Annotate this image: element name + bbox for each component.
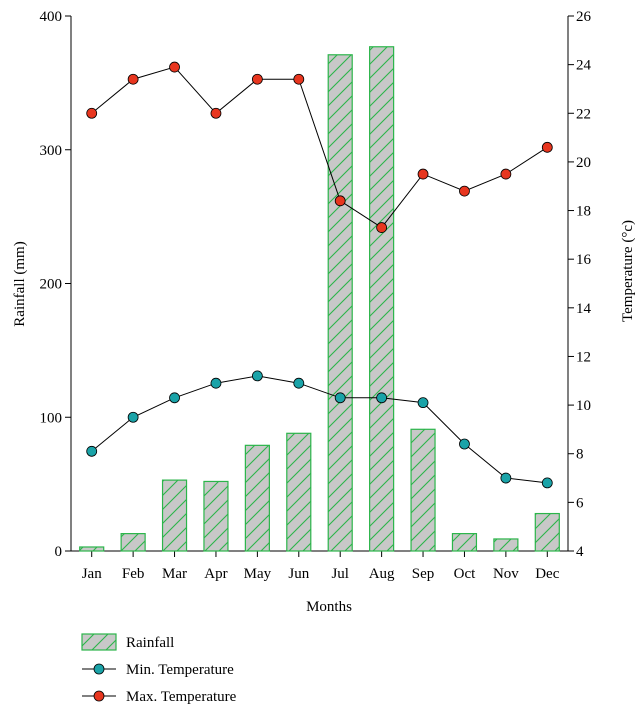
y-tick-label: 0 [55,544,63,560]
legend-label: Rainfall [126,635,174,651]
min-temperaturepoint [86,445,98,457]
rainfall-bar [451,533,478,552]
max-temperaturepoint [127,73,139,85]
min-temperaturepoint [251,370,263,382]
min-temperaturepoint [127,411,139,423]
rainfall-bar [161,479,188,552]
min-temperaturepoint [334,392,346,404]
x-tick-label: Mar [162,566,187,582]
rainfall-bar [286,432,312,552]
axes [65,15,574,557]
rainfall-bar [327,54,353,552]
legend-label: Max. Temperature [126,689,237,705]
max-temperaturepoint [417,168,429,180]
legend: Rainfall Min. Temperature Max. Temperature [81,633,237,705]
x-tick-label: Oct [454,566,476,582]
temperature-lines [86,61,553,489]
x-tick-label: Dec [535,566,559,582]
y2-tick-label: 6 [576,495,584,511]
legend-marker [93,663,105,675]
max-temperaturepoint [376,222,388,233]
rainfall-bars [79,46,560,552]
y2-tick-label: 10 [576,398,591,414]
rainfall-bar [120,533,146,552]
rainfall-bar [369,46,395,552]
y-axis-title: Rainfall (mm) [12,241,28,326]
x-tick-label: Apr [204,566,227,582]
max-temperaturepoint [86,107,98,119]
y2-tick-label: 22 [576,106,591,122]
x-tick-label: Feb [122,566,145,582]
max-temperaturepoint [210,107,222,119]
x-tick-label: Jul [331,566,349,582]
max-temperaturepoint [334,195,346,207]
legend-marker [93,690,105,702]
rainfall-bar [410,428,436,552]
legend-label: Min. Temperature [126,662,234,678]
min-temperaturepoint [376,392,388,404]
legend-item: Rainfall [81,633,174,651]
max-temperaturepoint [251,73,263,85]
y-tick-label: 300 [40,143,63,159]
x-tick-label: Nov [493,566,519,582]
y2-tick-label: 24 [576,58,592,74]
max-temperatureline [91,66,548,229]
y-tick-label: 100 [40,410,63,426]
y2-tick-label: 4 [576,544,584,560]
y2-tick-label: 12 [576,349,591,365]
y2-tick-label: 20 [576,155,591,171]
max-temperaturepoint [541,141,553,153]
x-axis-title: Months [306,599,352,615]
min-temperaturepoint [500,472,512,484]
y2-tick-label: 16 [576,252,592,268]
tick-labels: 0 100 200 300 400 4 6 8 10 12 14 16 18 20 22 24 26 Jan Feb… [40,9,592,582]
min-temperatureline [91,375,548,484]
min-temperaturepoint [417,397,429,409]
legend-item: Min. Temperature [82,662,234,678]
min-temperaturepoint [210,377,222,389]
min-temperaturepoint [541,477,553,489]
legend-item: Max. Temperature [82,689,237,705]
y2-tick-label: 18 [576,204,591,220]
max-temperaturepoint [169,61,180,73]
rainfall-bar [203,480,229,552]
y-tick-label: 400 [40,9,63,25]
y2-tick-label: 26 [576,9,592,25]
x-tick-label: Jun [288,566,309,582]
x-tick-label: Aug [369,566,395,582]
rainfall-bar [79,546,105,552]
rainfall-bar [244,444,270,552]
max-temperaturepoint [500,168,512,180]
max-temperaturepoint [293,73,305,85]
x-tick-label: Sep [412,566,435,582]
min-temperaturepoint [293,377,305,389]
min-temperaturepoint [459,438,470,450]
rainfall-bar [493,538,519,552]
y2-axis-title: Temperature (°c) [620,220,635,322]
x-tick-label: May [244,566,272,582]
axis-titles: Months Rainfall (mm) Temperature (°c) [12,220,635,615]
min-temperaturepoint [169,392,180,404]
y-tick-label: 200 [40,277,63,293]
y2-tick-label: 14 [576,301,592,317]
x-tick-label: Jan [82,566,102,582]
legend-swatch-rainfall [81,633,117,651]
rainfall-bar [534,512,560,552]
max-temperaturepoint [459,185,470,197]
y2-tick-label: 8 [576,447,584,463]
